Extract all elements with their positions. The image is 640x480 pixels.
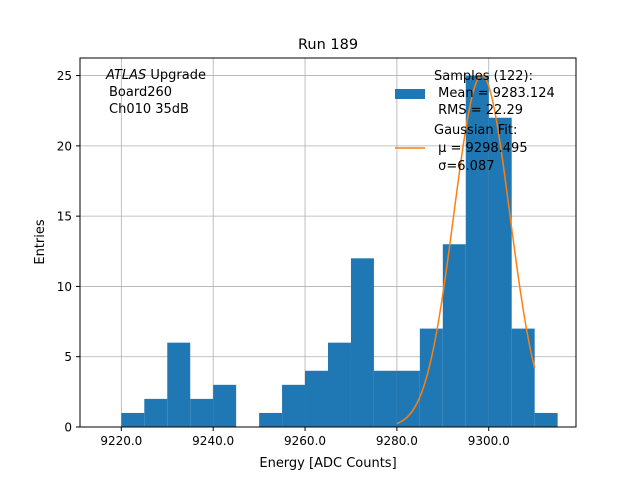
- atlas-annotation: ATLAS Upgrade Board260 Ch010 35dB: [105, 68, 206, 117]
- histogram-bar-18: [534, 412, 558, 427]
- histogram-bar-15: [465, 75, 489, 428]
- histogram-bar-10: [350, 258, 374, 427]
- histogram-bar-11: [373, 370, 397, 427]
- y-tick-label-2: 10: [57, 280, 72, 294]
- plot-frame: [79, 57, 577, 428]
- histogram-bar-6: [259, 412, 283, 427]
- histogram-bar-0: [121, 412, 145, 427]
- x-axis-label: Energy [ADC Counts]: [259, 456, 396, 471]
- histogram-bars: [121, 75, 558, 428]
- x-tick-label-3: 9280.0: [376, 434, 418, 448]
- x-tick-label-4: 9300.0: [468, 434, 510, 448]
- legend-samples-line-1: Samples (122):: [434, 69, 533, 84]
- y-tick-label-4: 20: [57, 139, 72, 153]
- gaussian-fit-curve: [396, 74, 536, 425]
- x-tick-label-1: 9240.0: [192, 434, 234, 448]
- annotation-line-1: ATLAS Upgrade: [105, 68, 206, 83]
- y-axis-label: Entries: [33, 219, 48, 265]
- y-tick-label-0: 0: [64, 421, 72, 435]
- legend-fit-line-2: μ = 9298.495: [434, 141, 528, 156]
- chart-title: Run 189: [298, 37, 358, 53]
- annotation-line-3: Ch010 35dB: [109, 102, 189, 117]
- histogram-bar-17: [511, 328, 535, 427]
- histogram-bar-12: [396, 370, 420, 427]
- legend: Samples (122): Mean = 9283.124 RMS = 22.…: [395, 69, 555, 174]
- histogram-bar-7: [282, 384, 306, 427]
- histogram-bar-3: [190, 398, 214, 427]
- histogram-bar-13: [419, 328, 443, 427]
- histogram-bar-16: [488, 117, 512, 427]
- x-tick-label-0: 9220.0: [100, 434, 142, 448]
- legend-samples-line-2: Mean = 9283.124: [434, 86, 555, 101]
- histogram-bar-9: [328, 342, 351, 427]
- y-tick-label-1: 5: [64, 350, 72, 364]
- histogram-bar-2: [167, 342, 191, 427]
- legend-samples-line-3: RMS = 22.29: [434, 103, 523, 118]
- y-tick-label-5: 25: [57, 69, 72, 83]
- legend-samples-patch: [395, 89, 425, 99]
- legend-fit-line-1: Gaussian Fit:: [434, 123, 517, 138]
- x-axis-ticks: 9220.0 9240.0 9260.0 9280.0 9300.0: [100, 427, 510, 448]
- histogram-bar-1: [144, 398, 168, 427]
- y-tick-label-3: 15: [57, 210, 72, 224]
- annotation-line-2: Board260: [109, 85, 172, 100]
- histogram-bar-14: [442, 244, 466, 427]
- x-tick-label-2: 9260.0: [284, 434, 326, 448]
- histogram-bar-8: [305, 370, 328, 427]
- y-axis-ticks: 0 5 10 15 20 25: [57, 69, 80, 435]
- histogram-bar-4: [213, 384, 237, 427]
- annotation-atlas-word: ATLAS: [105, 68, 146, 83]
- annotation-atlas-rest: Upgrade: [146, 68, 206, 83]
- legend-fit-line-3: σ=6.087: [434, 159, 494, 174]
